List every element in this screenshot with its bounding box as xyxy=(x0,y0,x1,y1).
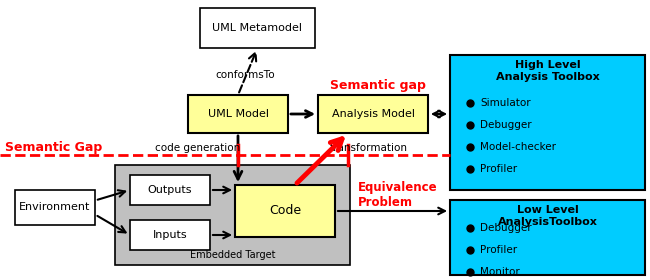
Text: Code: Code xyxy=(269,204,301,218)
Text: Semantic gap: Semantic gap xyxy=(330,78,426,92)
Text: UML Model: UML Model xyxy=(207,109,268,119)
Text: Simulator: Simulator xyxy=(480,98,530,108)
Bar xyxy=(318,95,428,133)
Text: Outputs: Outputs xyxy=(148,185,192,195)
Bar xyxy=(235,185,335,237)
Text: Environment: Environment xyxy=(20,202,91,213)
Bar xyxy=(15,190,95,225)
Bar xyxy=(130,220,210,250)
Text: Analysis Model: Analysis Model xyxy=(332,109,415,119)
Text: Model-checker: Model-checker xyxy=(480,142,556,152)
Text: Debugger: Debugger xyxy=(480,223,532,233)
Bar xyxy=(200,8,315,48)
Text: Equivalence
Problem: Equivalence Problem xyxy=(358,181,437,209)
Text: Monitor: Monitor xyxy=(480,267,520,277)
Bar xyxy=(115,165,350,265)
Text: code generation: code generation xyxy=(155,143,240,153)
Bar xyxy=(130,175,210,205)
Text: conformsTo: conformsTo xyxy=(215,70,274,80)
Text: Embedded Target: Embedded Target xyxy=(190,250,275,260)
Text: Low Level
AnalysisToolbox: Low Level AnalysisToolbox xyxy=(497,205,597,227)
Text: Inputs: Inputs xyxy=(153,230,187,240)
Text: Profiler: Profiler xyxy=(480,164,517,174)
Bar xyxy=(450,55,645,190)
Bar xyxy=(188,95,288,133)
Text: UML Metamodel: UML Metamodel xyxy=(213,23,302,33)
Text: transformation: transformation xyxy=(330,143,408,153)
Text: Semantic Gap: Semantic Gap xyxy=(5,141,102,155)
Text: High Level
Analysis Toolbox: High Level Analysis Toolbox xyxy=(495,60,599,82)
Text: Profiler: Profiler xyxy=(480,245,517,255)
Bar xyxy=(450,200,645,275)
Text: Debugger: Debugger xyxy=(480,120,532,130)
